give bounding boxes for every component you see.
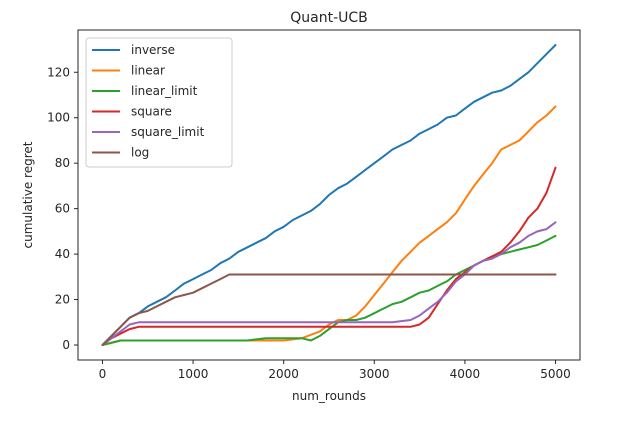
legend-label: log [131, 146, 149, 160]
legend-label: linear [131, 64, 165, 78]
series-line-square_limit [101, 221, 557, 346]
y-tick-label: 20 [55, 293, 70, 307]
y-tick-label: 0 [62, 338, 70, 352]
y-tick-label: 60 [55, 202, 70, 216]
y-axis-title: cumulative regret [21, 141, 35, 248]
x-tick-label: 2000 [268, 367, 299, 381]
series-line-log [101, 273, 557, 346]
x-tick-label: 3000 [359, 367, 390, 381]
y-tick-label: 80 [55, 156, 70, 170]
y-tick-label: 120 [47, 65, 70, 79]
series-line-square [101, 166, 557, 346]
x-tick-label: 4000 [450, 367, 481, 381]
series-line-inverse [101, 44, 557, 346]
x-axis-title: num_rounds [292, 389, 366, 403]
legend-label: square_limit [131, 125, 205, 139]
axes-frame [77, 29, 581, 361]
legend-box [85, 37, 233, 168]
x-tick-label: 1000 [178, 367, 209, 381]
y-tick-label: 100 [47, 111, 70, 125]
plot-area: 0 1000 2000 3000 4000 5000 0 20 40 60 80 100 120 [47, 29, 581, 381]
legend-label: inverse [131, 43, 175, 57]
legend-label: square [131, 105, 172, 119]
x-tick-label: 0 [99, 367, 107, 381]
x-tick-label: 5000 [540, 367, 571, 381]
legend-label: linear_limit [131, 84, 198, 98]
y-tick-label: 40 [55, 247, 70, 261]
chart-title: Quant-UCB [290, 10, 368, 26]
